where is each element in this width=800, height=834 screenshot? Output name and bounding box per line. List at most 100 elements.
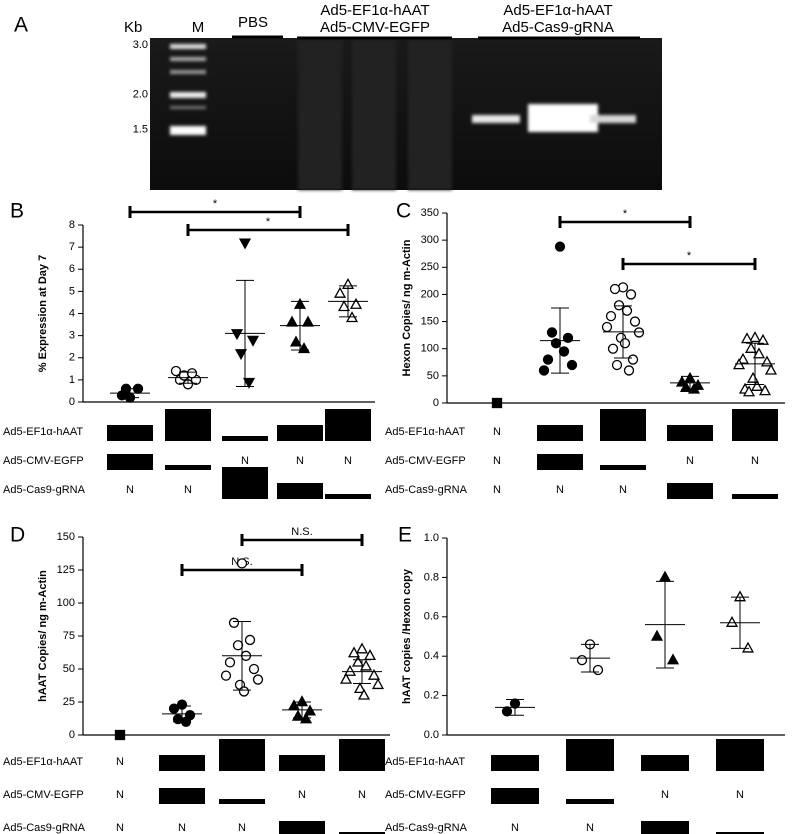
significance-label: * [213, 198, 218, 210]
size-label: 3.0 [133, 39, 148, 51]
data-point [629, 316, 641, 327]
significance-label: * [266, 216, 271, 228]
lane-label: Ad5-Cas9-gRNA [502, 19, 614, 36]
dose-bar [279, 821, 325, 834]
y-tick-label: 3 [69, 330, 75, 342]
data-point [224, 657, 236, 668]
y-tick-label: 0.8 [424, 571, 439, 583]
data-point [355, 642, 369, 654]
table-cell: N [184, 484, 192, 496]
data-point [353, 682, 367, 694]
dose-bar [491, 788, 539, 804]
lane-label: PBS [238, 14, 268, 31]
lane-label: Ad5-CMV-EGFP [320, 19, 430, 36]
data-point [756, 333, 770, 345]
table-cell: N [493, 455, 501, 467]
data-point [625, 289, 637, 300]
y-tick-label: 0.4 [424, 650, 439, 662]
y-tick-label: 2 [69, 352, 75, 364]
data-point [501, 706, 513, 717]
data-point [228, 617, 240, 628]
significance-label: * [687, 250, 692, 262]
table-cell: N [493, 484, 501, 496]
row-label: Ad5-Cas9-gRNA [385, 822, 468, 834]
dose-bar [537, 425, 583, 441]
dose-bar [325, 409, 371, 441]
dose-bar [107, 425, 153, 441]
data-point [605, 310, 617, 322]
table-cell: N [178, 822, 186, 834]
data-point [232, 640, 244, 651]
data-point [301, 315, 315, 327]
dose-bar [339, 739, 385, 771]
data-point [558, 346, 570, 357]
lane-label: Ad5-EF1α-hAAT [503, 2, 612, 19]
data-point [752, 347, 766, 359]
dose-bar [732, 409, 778, 441]
data-point [554, 241, 566, 252]
y-tick-label: 0 [69, 729, 75, 741]
data-point [242, 377, 256, 389]
data-point [333, 286, 347, 298]
y-tick-label: 300 [421, 234, 439, 246]
data-point [289, 335, 303, 347]
row-label: Ad5-CMV-EGFP [3, 455, 84, 467]
table-cell: N [344, 455, 352, 467]
dose-bar [339, 832, 385, 834]
panel-label: C [396, 200, 411, 223]
y-tick-label: 200 [421, 288, 439, 300]
data-point [592, 664, 604, 676]
data-point [619, 338, 631, 349]
data-point [576, 654, 588, 666]
dose-bar [667, 425, 713, 441]
y-tick-label: 100 [57, 597, 75, 609]
row-label: Ad5-Cas9-gRNA [3, 484, 86, 496]
data-point [736, 352, 750, 364]
data-point [613, 300, 625, 311]
data-point [666, 653, 680, 665]
table-cell: N [296, 455, 304, 467]
data-point [633, 327, 645, 338]
y-tick-label: 150 [421, 315, 439, 327]
y-axis-label: hAAT copies /Hexon copy [401, 568, 413, 704]
gel-bands [170, 40, 636, 190]
y-tick-label: 1 [69, 374, 75, 386]
row-label: Ad5-EF1α-hAAT [385, 756, 465, 768]
y-axis-label: Hexon Copies/ ng m-Actin [401, 239, 413, 376]
y-tick-label: 6 [69, 263, 75, 275]
data-point [114, 729, 126, 741]
data-point [186, 368, 198, 379]
y-axis-label: % Expression at Day 7 [37, 255, 49, 372]
y-tick-label: 0 [69, 396, 75, 408]
data-point [742, 385, 756, 397]
dose-bar [716, 739, 764, 771]
data-point [351, 655, 365, 667]
panel-label: A [14, 14, 28, 37]
dose-bar [325, 494, 371, 499]
data-point [170, 365, 182, 377]
data-point [566, 359, 578, 371]
row-label: Ad5-EF1α-hAAT [3, 426, 83, 438]
y-tick-label: 5 [69, 285, 75, 297]
data-point [285, 315, 299, 327]
dose-bar [566, 739, 614, 771]
dose-bar [222, 436, 268, 441]
significance-label: N.S. [291, 526, 312, 538]
data-point [750, 379, 764, 391]
y-axis-label: hAAT Copies/ ng m-Actin [37, 570, 49, 702]
table-cell: N [116, 756, 124, 768]
data-point [741, 641, 755, 653]
dose-bar [277, 425, 323, 441]
dose-bar [600, 465, 646, 470]
size-label: 2.0 [133, 88, 148, 100]
data-point [291, 709, 305, 721]
data-point [658, 570, 672, 582]
data-point [764, 363, 778, 375]
dose-bar [107, 454, 153, 470]
table-cell: N [661, 789, 669, 801]
dose-bar [732, 494, 778, 499]
dose-bar [219, 739, 265, 771]
dose-bar [277, 483, 323, 499]
data-point [609, 283, 621, 295]
table-cell: N [238, 822, 246, 834]
